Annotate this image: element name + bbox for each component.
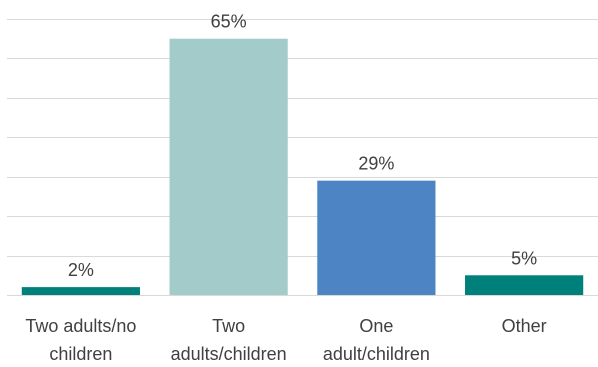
bars bbox=[21, 38, 584, 295]
gridlines bbox=[7, 19, 598, 257]
category-label: One bbox=[359, 316, 393, 336]
bar bbox=[465, 275, 584, 295]
bar bbox=[317, 180, 436, 295]
category-label: Two adults/no bbox=[25, 316, 136, 336]
category-label: Other bbox=[502, 316, 547, 336]
data-label: 29% bbox=[358, 154, 394, 174]
data-label: 5% bbox=[511, 248, 537, 268]
category-label: children bbox=[49, 344, 112, 364]
data-label: 65% bbox=[211, 12, 247, 32]
category-label: adult/children bbox=[323, 344, 430, 364]
category-label: adults/children bbox=[171, 344, 287, 364]
category-label: Two bbox=[212, 316, 245, 336]
data-label: 2% bbox=[68, 260, 94, 280]
category-labels: Two adults/no children Two adults/children O… bbox=[25, 316, 546, 364]
bar bbox=[21, 287, 140, 295]
data-labels: 2% 65% 29% 5% bbox=[68, 12, 537, 280]
bar bbox=[169, 38, 288, 295]
